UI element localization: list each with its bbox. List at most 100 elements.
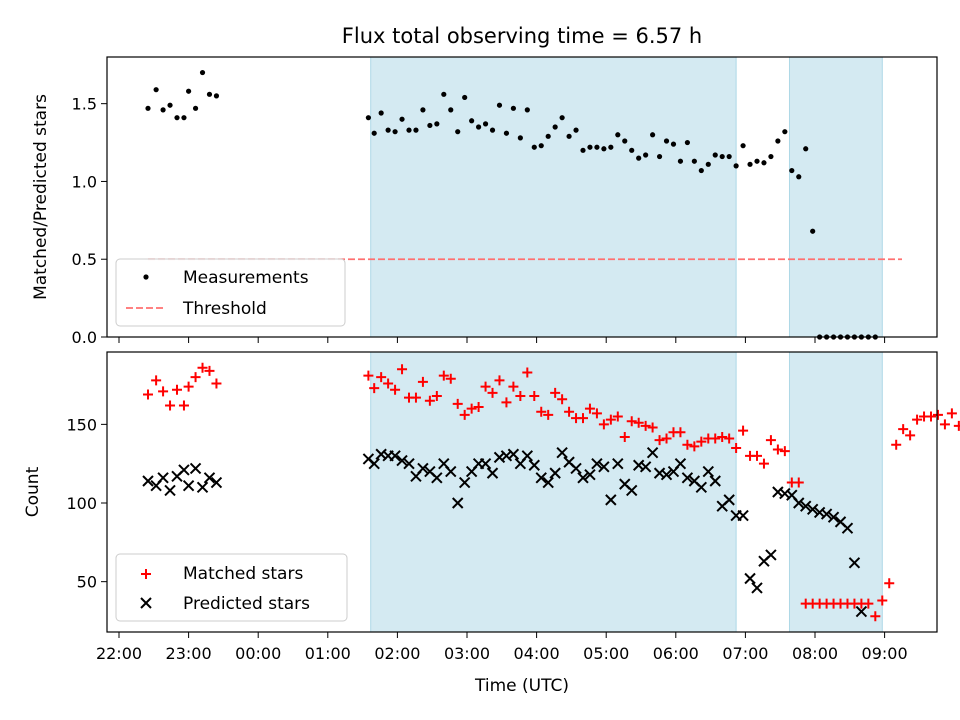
predicted-star-point	[779, 487, 791, 500]
bottom-axes: 50 100 150 22:00 23:00 00:00 01:00 02:00 03:00 0…	[23, 351, 960, 696]
y-tick-label: 150	[66, 415, 97, 434]
x-tick-label: 00:00	[235, 644, 281, 663]
measurement-point	[199, 69, 206, 76]
measurement-point	[768, 153, 774, 160]
legend-matched-marker	[141, 569, 151, 579]
measurement-point	[496, 102, 503, 108]
predicted-star-point	[793, 497, 805, 509]
measurement-point	[691, 158, 697, 164]
measurement-point	[371, 130, 377, 136]
matched-star-point	[564, 406, 575, 417]
matched-star-point	[675, 427, 686, 438]
x-axis-label: Time (UTC)	[474, 676, 569, 696]
measurement-point	[712, 152, 718, 158]
predicted-star-point	[417, 462, 429, 475]
measurement-point	[733, 163, 739, 169]
measurement-point	[192, 105, 199, 111]
matched-star-point	[605, 414, 616, 425]
matched-star-point	[584, 403, 595, 414]
y-tick-label: 50	[77, 573, 97, 592]
measurement-point	[663, 138, 670, 144]
measurement-point	[167, 102, 173, 108]
measurement-point	[517, 135, 523, 141]
measurement-point	[747, 161, 753, 167]
measurement-point	[181, 115, 187, 121]
top-axes: 0.0 0.5 1.0 1.5 Matched/Predicted stars Mea…	[31, 56, 938, 347]
matched-star-point	[397, 364, 408, 375]
x-tick-label: 22:00	[96, 644, 142, 663]
predicted-star-point	[403, 457, 415, 470]
measurement-point	[608, 144, 614, 150]
matched-star-point	[151, 375, 162, 386]
predicted-star-point	[709, 475, 721, 487]
measurement-point	[803, 146, 809, 152]
measurement-point	[174, 115, 180, 121]
predicted-star-point	[196, 481, 209, 493]
matched-star-point	[598, 419, 609, 430]
predicted-star-point	[639, 461, 652, 473]
matched-star-point	[717, 431, 728, 442]
matched-star-point	[369, 383, 380, 394]
top-y-axis-label: Matched/Predicted stars	[31, 94, 51, 300]
chart-title: Flux total observing time = 6.57 h	[342, 24, 702, 48]
matched-star-point	[661, 433, 672, 444]
matched-star-point	[363, 370, 374, 381]
measurement-point	[531, 144, 537, 150]
matched-star-point	[494, 375, 505, 386]
matched-star-point	[452, 398, 463, 409]
matched-star-point	[891, 439, 902, 450]
matched-star-point	[522, 367, 533, 378]
matched-star-point	[710, 433, 721, 444]
measurement-point	[629, 147, 635, 153]
matched-star-point	[445, 373, 456, 384]
predicted-star-point	[445, 465, 457, 478]
measurement-point	[399, 116, 405, 122]
matched-star-point	[752, 450, 762, 461]
matched-star-point	[543, 409, 554, 420]
matched-star-point	[898, 424, 909, 435]
predicted-star-point	[577, 472, 589, 484]
measurement-point	[677, 158, 684, 164]
predicted-star-point	[827, 511, 840, 523]
measurement-point	[782, 129, 788, 135]
matched-star-point	[738, 425, 749, 436]
matched-star-point	[165, 400, 176, 411]
predicted-star-point	[528, 459, 540, 471]
matched-star-point	[926, 411, 936, 422]
top-y-ticks: 0.0 0.5 1.0 1.5	[72, 95, 107, 347]
matched-star-point	[143, 389, 153, 400]
matched-star-point	[410, 392, 421, 403]
predicted-star-point	[157, 472, 169, 484]
predicted-star-point	[646, 446, 659, 459]
measurement-point	[636, 155, 642, 161]
predicted-star-point	[612, 457, 624, 470]
measurement-point	[413, 127, 419, 133]
shaded-region	[370, 56, 737, 338]
bottom-x-ticks: 22:00 23:00 00:00 01:00 02:00 03:00 04:00 05:00…	[96, 632, 908, 663]
matched-star-point	[197, 362, 208, 373]
predicted-star-point	[452, 497, 464, 509]
y-tick-label: 1.5	[72, 95, 97, 114]
matched-star-point	[204, 365, 215, 376]
measurement-point	[580, 147, 586, 153]
predicted-star-point	[737, 509, 749, 522]
matched-star-point	[612, 411, 623, 422]
top-legend: Measurements Threshold	[115, 258, 346, 327]
bottom-axes-frame	[106, 351, 938, 633]
measurement-point	[705, 161, 711, 167]
measurement-point	[503, 130, 510, 136]
predicted-star-point	[182, 480, 195, 492]
measurement-point	[455, 129, 461, 135]
matched-star-point	[466, 403, 477, 414]
matched-star-point	[689, 441, 700, 452]
top-axes-frame	[106, 56, 938, 338]
y-tick-label: 0.5	[72, 250, 97, 269]
measurement-point	[761, 160, 767, 166]
predicted-star-point	[660, 468, 673, 481]
predicted-star-point	[507, 448, 520, 460]
matched-star-point	[758, 458, 769, 469]
legend-predicted-marker	[140, 597, 152, 609]
measurement-point	[482, 121, 489, 127]
measurement-point	[434, 121, 440, 127]
predicted-star-point	[626, 484, 638, 497]
